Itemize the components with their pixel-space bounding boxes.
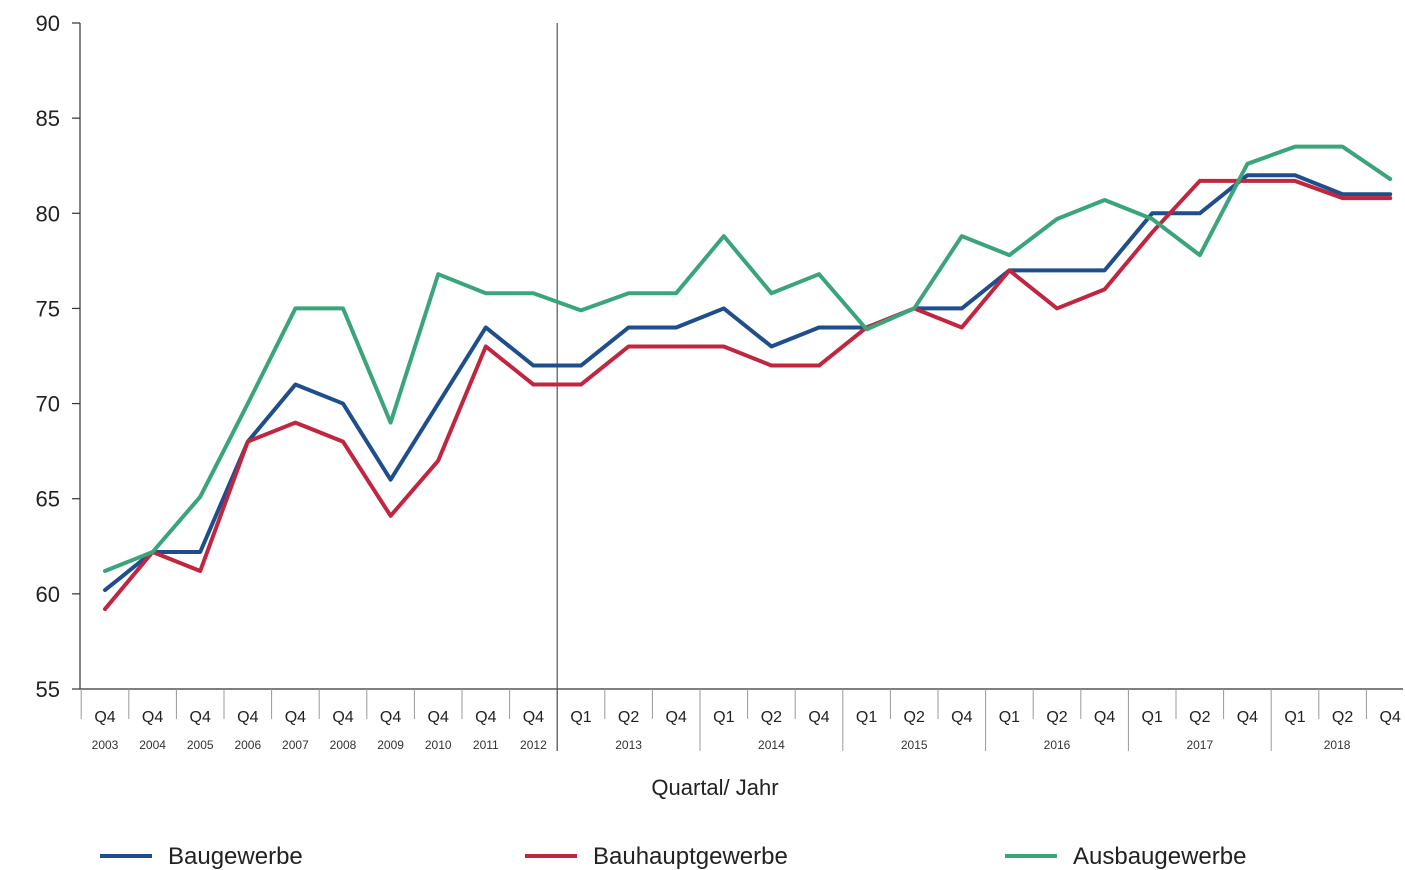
x-quarter-label: Q4 [475,709,496,726]
x-year-label: 2010 [425,738,452,752]
y-axis: 55 60 65 70 75 80 85 90 [36,11,81,702]
x-year-label: 2012 [520,738,547,752]
x-quarter-label: Q4 [428,709,449,726]
x-year-group-label: 2017 [1186,738,1213,752]
x-quarter-label: Q4 [1094,709,1115,726]
x-quarter-label: Q1 [1142,709,1163,726]
legend-label: Ausbaugewerbe [1073,843,1246,870]
y-tick-label: 90 [36,11,60,36]
x-quarter-label: Q2 [761,709,782,726]
series-line-ausbaugewerbe [103,144,1393,574]
y-tick-label: 55 [36,677,60,702]
x-quarter-label: Q4 [237,709,258,726]
x-year-label: 2003 [92,738,119,752]
x-quarter-label: Q1 [713,709,734,726]
legend: Baugewerbe Bauhauptgewerbe Ausbaugewerbe [100,843,1246,870]
x-quarter-label: Q2 [618,709,639,726]
x-quarter-label: Q1 [999,709,1020,726]
series-line-baugewerbe [103,173,1393,593]
x-quarter-label: Q4 [951,709,972,726]
x-quarter-label: Q4 [523,709,544,726]
series-lines [103,144,1393,612]
legend-label: Bauhauptgewerbe [593,843,788,870]
x-year-group-label: 2015 [901,738,928,752]
x-quarter-label: Q4 [808,709,829,726]
x-quarter-label: Q1 [570,709,591,726]
x-year-label: 2009 [377,738,404,752]
x-axis-title: Quartal/ Jahr [651,775,778,800]
x-quarter-label: Q4 [1237,709,1258,726]
series-line-bauhauptgewerbe [103,178,1393,612]
y-tick-label: 70 [36,392,60,417]
x-year-group-label: 2018 [1324,738,1351,752]
x-quarter-label: Q1 [1284,709,1305,726]
x-year-label: 2004 [139,738,166,752]
x-year-group-label: 2014 [758,738,785,752]
x-quarter-label: Q4 [380,709,401,726]
x-year-label: 2008 [330,738,357,752]
x-year-group-label: 2013 [615,738,642,752]
x-quarter-label: Q2 [1189,709,1210,726]
x-year-label: 2006 [234,738,261,752]
x-quarter-label: Q4 [332,709,353,726]
x-year-group-label: 2016 [1044,738,1071,752]
x-axis: Q4 Q4 Q4 Q4 Q4 Q4 Q4 Q4 Q4 Q4 Q1 Q2 Q4 Q1 Q2 Q4 Q1 Q2 Q4 Q1… [80,688,1403,752]
x-quarter-label: Q4 [94,709,115,726]
x-quarter-label: Q4 [190,709,211,726]
x-quarter-label: Q1 [856,709,877,726]
x-year-label: 2005 [187,738,214,752]
y-tick-label: 75 [36,296,60,321]
x-quarter-label: Q2 [1332,709,1353,726]
legend-label: Baugewerbe [168,843,303,870]
x-year-label: 2011 [473,738,499,752]
x-quarter-label: Q4 [666,709,687,726]
x-quarter-label: Q4 [1380,709,1401,726]
x-quarter-label: Q2 [1046,709,1067,726]
x-year-label: 2007 [282,738,309,752]
y-tick-label: 60 [36,582,60,607]
x-quarter-label: Q2 [904,709,925,726]
y-tick-label: 85 [36,106,60,131]
x-quarter-label: Q4 [142,709,163,726]
y-tick-label: 80 [36,201,60,226]
x-quarter-label: Q4 [285,709,306,726]
y-tick-label: 65 [36,487,60,512]
